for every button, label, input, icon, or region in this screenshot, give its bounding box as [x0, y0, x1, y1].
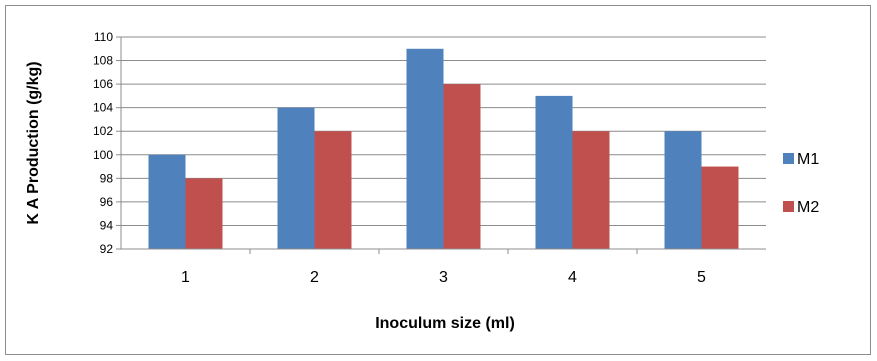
x-tick-label: 3: [439, 269, 448, 286]
y-tick-labels: 92 94 96 98 100 102 104 106 108 110: [93, 30, 113, 256]
y-tick-label: 96: [100, 195, 114, 209]
y-tick-label: 100: [93, 148, 113, 162]
bar-chart: 92 94 96 98 100 102 104 106 108 110 1 2 3 4 5 K A Pro…: [25, 30, 819, 332]
x-tick-labels: 1 2 3 4 5: [181, 269, 706, 286]
y-tick-label: 106: [93, 77, 113, 91]
y-axis-title: K A Production (g/kg): [25, 61, 42, 224]
legend-label-m2: M2: [797, 199, 819, 216]
bar-m1-4: [535, 95, 573, 249]
x-axis-title: Inoculum size (ml): [375, 315, 515, 332]
legend-swatch-m1: [783, 153, 794, 164]
x-tick-label: 4: [568, 269, 577, 286]
axes: [120, 37, 766, 254]
bar-m2-4: [572, 131, 610, 249]
x-tick-label: 1: [181, 269, 190, 286]
bars: [148, 48, 739, 250]
bar-m2-3: [443, 84, 481, 249]
y-tick-label: 104: [93, 101, 113, 115]
bar-m2-5: [701, 166, 739, 249]
y-tick-label: 92: [100, 242, 114, 256]
x-tick-label: 5: [697, 269, 706, 286]
y-tick-label: 94: [100, 218, 114, 232]
y-tick-label: 108: [93, 54, 113, 68]
y-tick-label: 110: [94, 30, 113, 44]
bar-m2-1: [185, 178, 223, 249]
bar-m1-2: [277, 107, 315, 250]
legend-label-m1: M1: [797, 151, 819, 168]
x-tick-label: 2: [310, 269, 319, 286]
bar-m1-1: [148, 154, 186, 249]
chart-area: 92 94 96 98 100 102 104 106 108 110 1 2 3 4 5 K A Pro…: [5, 5, 871, 355]
bar-m1-5: [664, 131, 702, 249]
legend: M1 M2: [783, 151, 819, 216]
y-tick-label: 98: [100, 171, 114, 185]
bar-m1-3: [406, 48, 444, 250]
bar-m2-2: [314, 131, 352, 249]
y-tick-label: 102: [93, 124, 113, 138]
legend-swatch-m2: [783, 201, 794, 212]
